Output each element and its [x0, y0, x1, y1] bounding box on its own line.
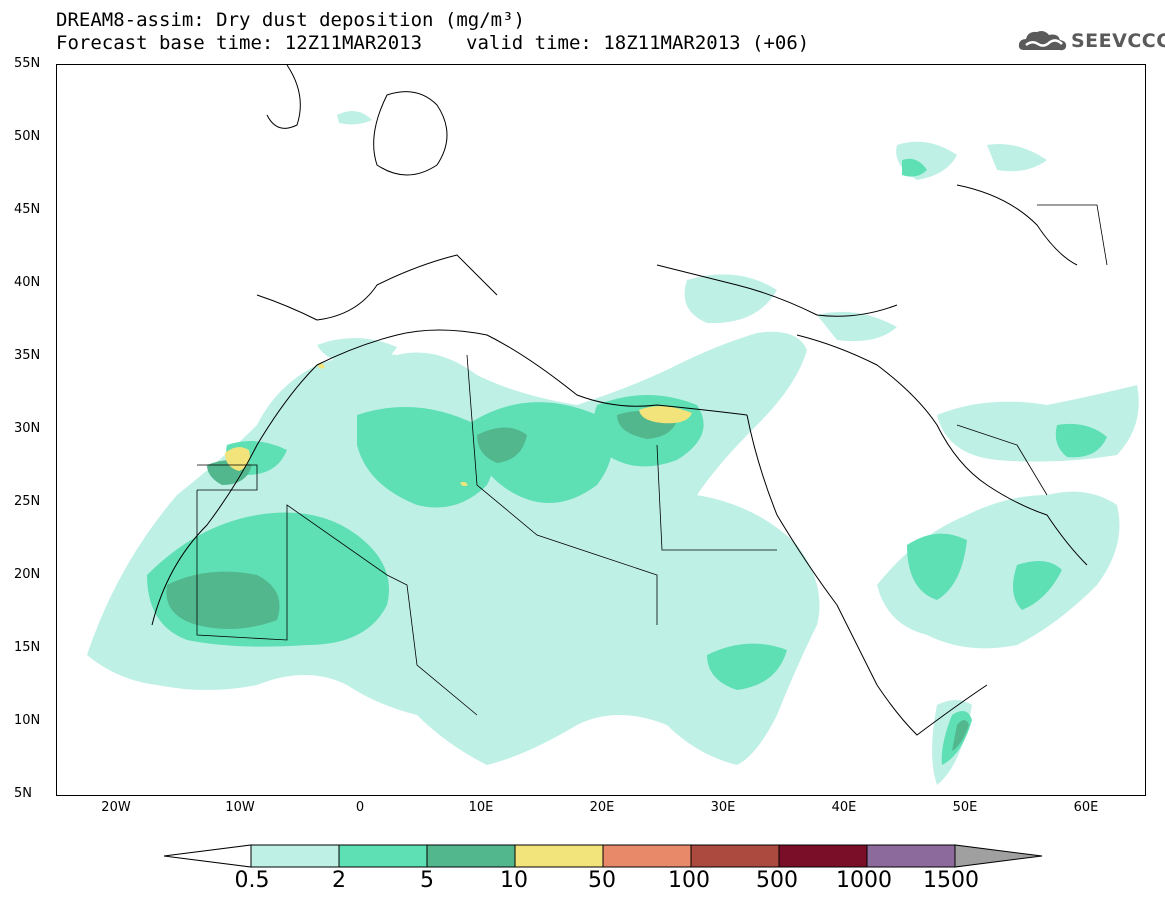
colorbar-label: 5	[420, 868, 434, 893]
colorbar-segment	[954, 844, 1043, 868]
seevccc-logo: SEEVCCC	[1018, 28, 1165, 54]
lon-label: 30E	[710, 800, 736, 815]
borders	[196, 204, 1108, 716]
valid-time: valid time: 18Z11MAR2013 (+06)	[466, 32, 810, 54]
lon-label: 50E	[952, 800, 978, 815]
dust-level-5	[166, 411, 969, 751]
lat-label: 20N	[14, 567, 41, 582]
lon-label: 10E	[468, 800, 494, 815]
colorbar-segment	[514, 844, 604, 868]
lat-label: 45N	[14, 202, 41, 217]
lat-label: 35N	[14, 348, 41, 363]
colorbar-label: 100	[668, 868, 710, 893]
colorbar-segment	[426, 844, 516, 868]
colorbar-label: 1000	[836, 868, 892, 893]
lon-label: 20W	[101, 800, 131, 815]
colorbar-segment	[338, 844, 428, 868]
chart-subtitle: Forecast base time: 12Z11MAR2013 valid ti…	[56, 33, 809, 53]
colorbar-segment	[163, 844, 252, 868]
colorbar-label: 1500	[923, 868, 979, 893]
lat-label: 15N	[14, 640, 41, 655]
lat-label: 55N	[14, 56, 41, 71]
lon-label: 20E	[589, 800, 615, 815]
base-time: Forecast base time: 12Z11MAR2013	[56, 32, 423, 54]
colorbar-label: 2	[332, 868, 346, 893]
lon-label: 40E	[831, 800, 857, 815]
lon-label: 60E	[1073, 800, 1099, 815]
colorbar-segment	[866, 844, 956, 868]
colorbar-label: 0.5	[234, 868, 270, 893]
lat-label: 50N	[14, 129, 41, 144]
colorbar	[163, 844, 1043, 868]
lat-label: 25N	[14, 494, 41, 509]
lat-label: 40N	[14, 275, 41, 290]
lon-label: 0	[355, 800, 365, 815]
colorbar-label: 500	[756, 868, 798, 893]
colorbar-label: 50	[588, 868, 616, 893]
colorbar-label: 10	[500, 868, 528, 893]
dust-map	[87, 65, 1139, 785]
colorbar-segment	[602, 844, 692, 868]
logo-text: SEEVCCC	[1071, 30, 1165, 52]
coastlines	[151, 65, 1088, 736]
colorbar-segment	[250, 844, 340, 868]
colorbar-segment	[690, 844, 780, 868]
lat-label: 30N	[14, 421, 41, 436]
cloud-icon	[1018, 31, 1067, 51]
lon-label: 10W	[225, 800, 255, 815]
chart-title: DREAM8-assim: Dry dust deposition (mg/m³…	[56, 9, 525, 31]
map-area	[56, 64, 1146, 796]
lat-label: 10N	[14, 713, 41, 728]
lat-label: 5N	[14, 786, 32, 801]
colorbar-segment	[778, 844, 868, 868]
